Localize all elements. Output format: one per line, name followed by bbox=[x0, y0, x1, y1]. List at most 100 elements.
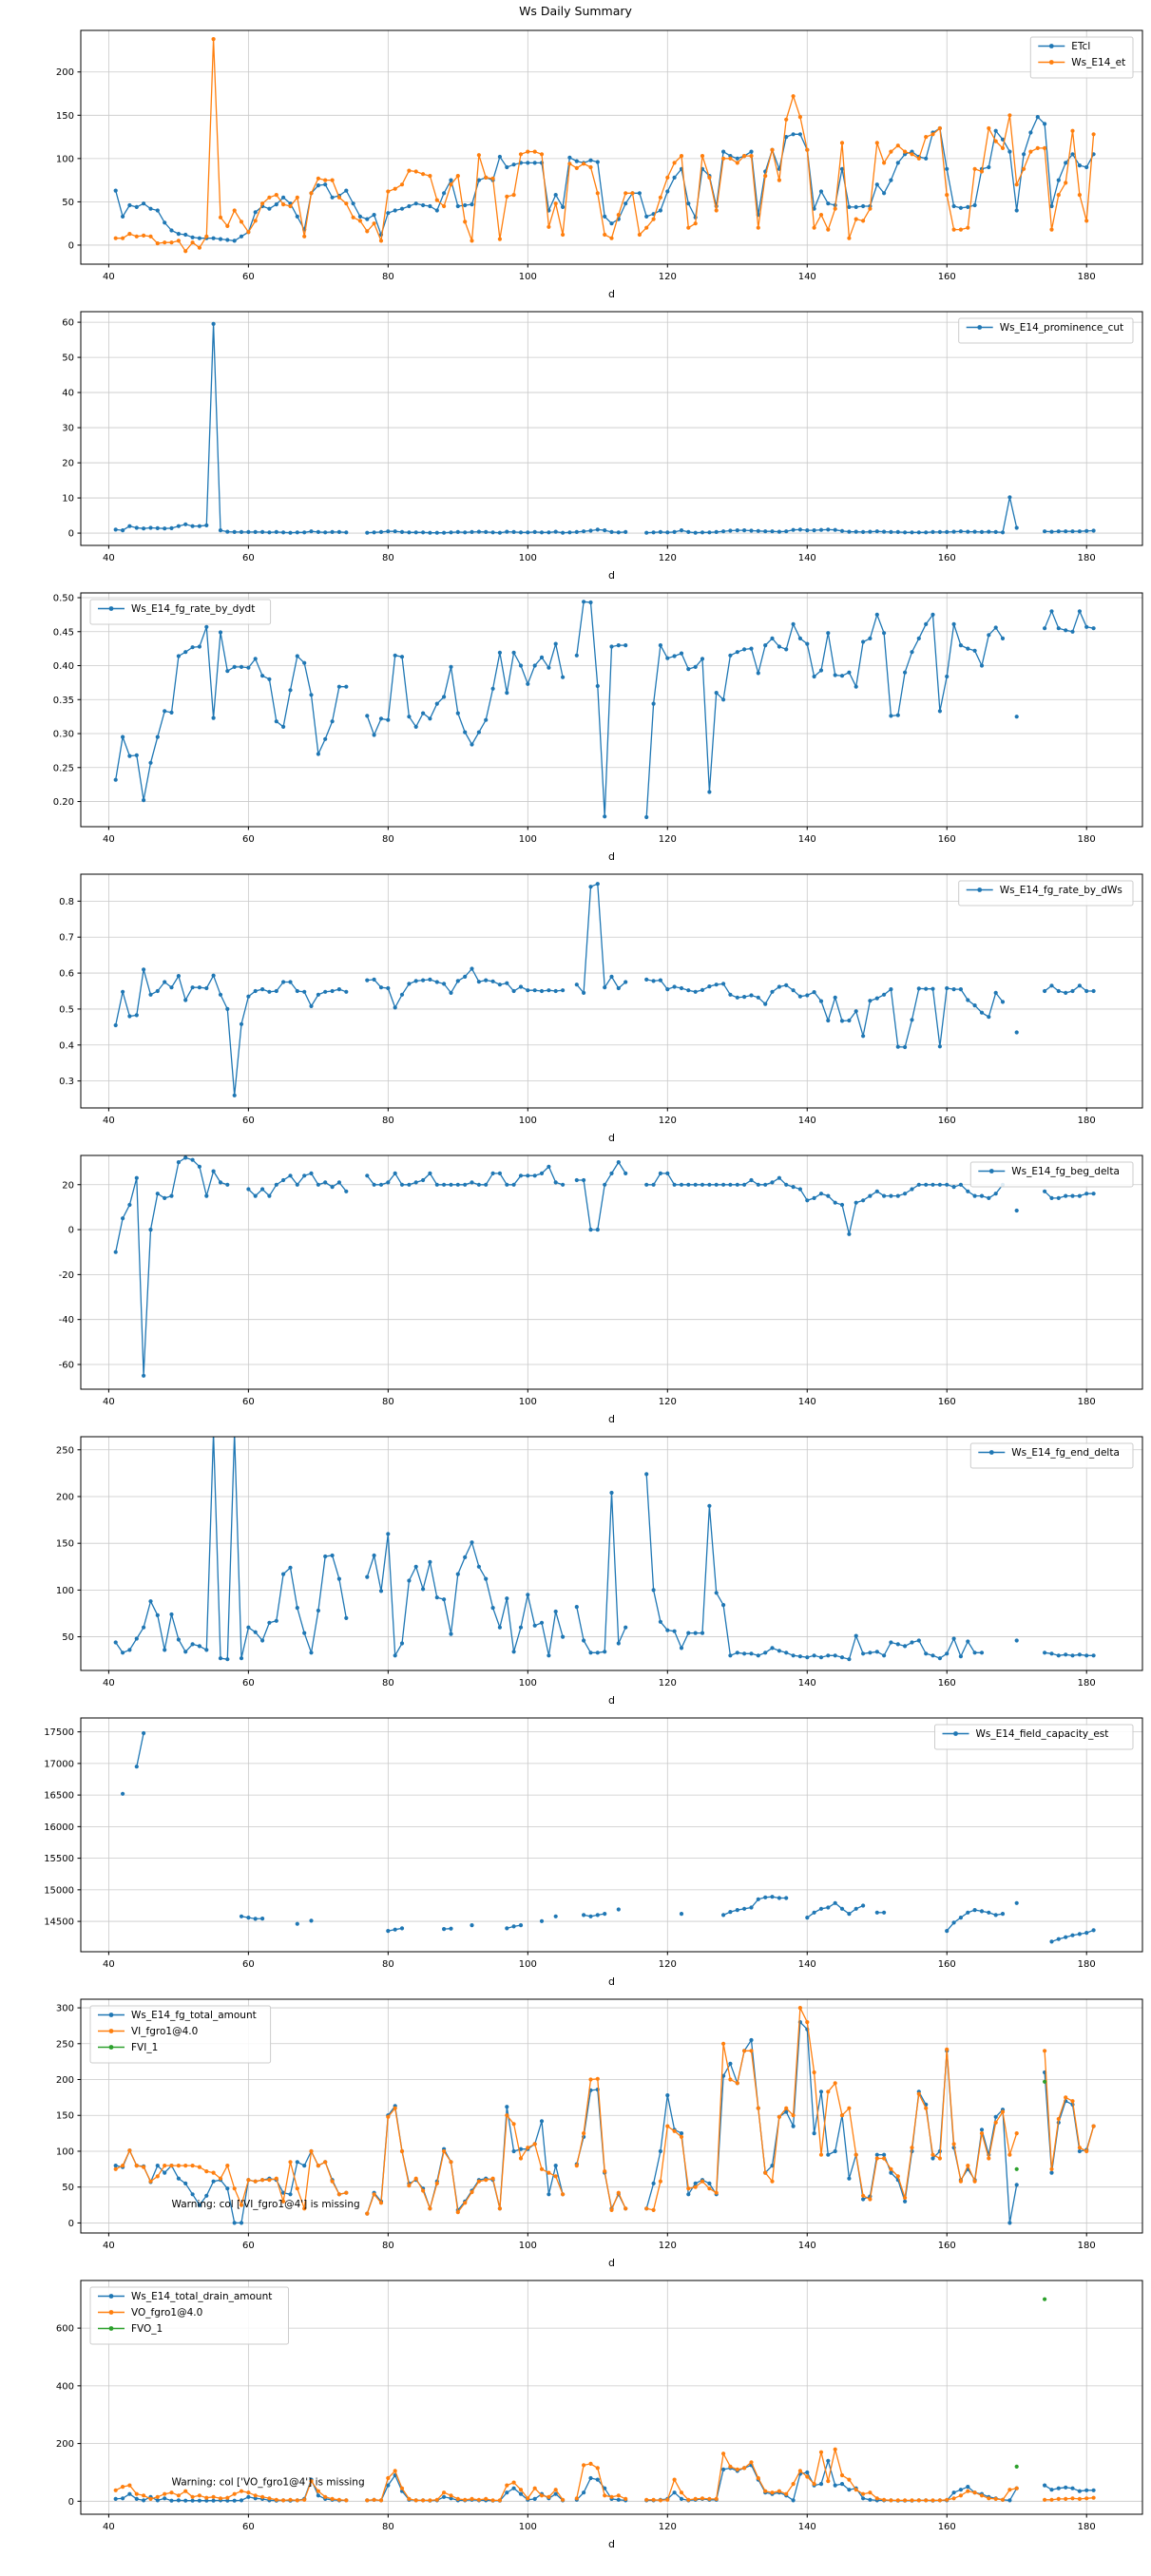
data-point bbox=[547, 530, 551, 535]
data-point bbox=[603, 1912, 607, 1917]
data-point bbox=[582, 2131, 586, 2136]
data-point bbox=[979, 1010, 985, 1015]
data-point bbox=[1014, 715, 1019, 719]
data-point bbox=[532, 2496, 537, 2501]
data-point bbox=[518, 1923, 524, 1928]
data-point bbox=[854, 217, 858, 221]
data-point bbox=[218, 528, 223, 533]
data-point bbox=[693, 2181, 698, 2185]
data-point bbox=[1084, 1931, 1089, 1936]
data-point bbox=[295, 1182, 299, 1187]
data-point bbox=[609, 2494, 614, 2499]
data-point bbox=[393, 653, 397, 658]
data-point bbox=[945, 1651, 950, 1656]
data-point bbox=[854, 204, 858, 209]
data-point bbox=[924, 2498, 929, 2503]
data-point bbox=[979, 169, 985, 174]
x-tick-label: 160 bbox=[938, 834, 956, 845]
data-point bbox=[839, 141, 845, 145]
data-point bbox=[937, 709, 943, 714]
data-point bbox=[847, 1912, 852, 1917]
data-point bbox=[609, 974, 614, 979]
data-point bbox=[679, 528, 684, 533]
data-point bbox=[679, 2490, 684, 2495]
data-point bbox=[372, 221, 376, 226]
data-point bbox=[979, 663, 985, 668]
x-tick-label: 140 bbox=[798, 1397, 816, 1407]
data-point bbox=[442, 1927, 447, 1932]
data-point bbox=[818, 527, 824, 532]
data-point bbox=[707, 1182, 712, 1187]
data-point bbox=[239, 1656, 244, 1661]
data-point bbox=[155, 2164, 160, 2168]
x-tick-label: 100 bbox=[519, 2241, 537, 2251]
data-point bbox=[839, 1019, 845, 1023]
data-point bbox=[861, 219, 866, 223]
data-point bbox=[756, 528, 760, 533]
data-point bbox=[861, 1651, 866, 1656]
data-point bbox=[854, 1200, 858, 1205]
data-point bbox=[805, 1916, 810, 1920]
x-axis-label: d bbox=[608, 2257, 615, 2269]
data-point bbox=[958, 1654, 964, 1659]
data-point bbox=[547, 2192, 551, 2197]
data-point bbox=[812, 1910, 816, 1915]
data-point bbox=[903, 2199, 908, 2204]
data-point bbox=[916, 156, 921, 161]
data-point bbox=[665, 2497, 670, 2502]
plot-background bbox=[0, 587, 1151, 868]
data-point bbox=[889, 987, 893, 992]
data-point bbox=[470, 1180, 474, 1185]
data-point bbox=[749, 646, 754, 651]
data-point bbox=[428, 977, 432, 982]
data-point bbox=[253, 2179, 258, 2184]
data-point bbox=[777, 178, 782, 182]
legend-box bbox=[969, 1161, 1134, 1188]
data-point bbox=[378, 985, 384, 990]
data-point bbox=[169, 525, 174, 530]
data-point bbox=[993, 1913, 998, 1918]
data-point bbox=[316, 2164, 320, 2168]
data-point bbox=[142, 526, 146, 531]
data-point bbox=[511, 988, 516, 994]
data-point bbox=[204, 624, 209, 629]
data-point bbox=[742, 528, 747, 533]
data-point bbox=[903, 1044, 908, 1050]
axes-frame bbox=[80, 1436, 1143, 1671]
data-point bbox=[218, 237, 223, 241]
data-point bbox=[895, 2498, 900, 2503]
data-point bbox=[434, 701, 439, 706]
data-point bbox=[839, 2472, 845, 2478]
data-point bbox=[553, 1914, 558, 1918]
data-point bbox=[121, 1651, 125, 1655]
data-point bbox=[204, 2169, 209, 2174]
data-point bbox=[742, 1182, 747, 1187]
data-point bbox=[455, 711, 460, 716]
data-point bbox=[826, 631, 831, 636]
data-point bbox=[1049, 983, 1054, 988]
data-point bbox=[903, 1192, 908, 1196]
data-point bbox=[295, 195, 299, 200]
data-point bbox=[1084, 1653, 1089, 1658]
data-point bbox=[686, 1631, 691, 1635]
data-point bbox=[547, 1653, 551, 1658]
data-point bbox=[204, 2495, 209, 2500]
data-point bbox=[756, 1897, 760, 1901]
data-point bbox=[672, 1182, 677, 1187]
data-point bbox=[1000, 1000, 1006, 1004]
data-point bbox=[797, 994, 803, 999]
data-point bbox=[260, 201, 265, 206]
y-tick-label: 300 bbox=[56, 2004, 74, 2014]
data-point bbox=[735, 1651, 739, 1655]
data-point bbox=[497, 983, 503, 987]
data-point bbox=[357, 214, 362, 219]
data-point bbox=[679, 651, 684, 656]
data-point bbox=[833, 1653, 837, 1658]
data-point bbox=[511, 1924, 516, 1929]
x-tick-label: 80 bbox=[382, 553, 394, 563]
data-point bbox=[323, 2160, 328, 2165]
data-point bbox=[323, 182, 328, 187]
data-point bbox=[707, 984, 712, 989]
data-point bbox=[323, 736, 328, 741]
data-point bbox=[148, 525, 153, 530]
